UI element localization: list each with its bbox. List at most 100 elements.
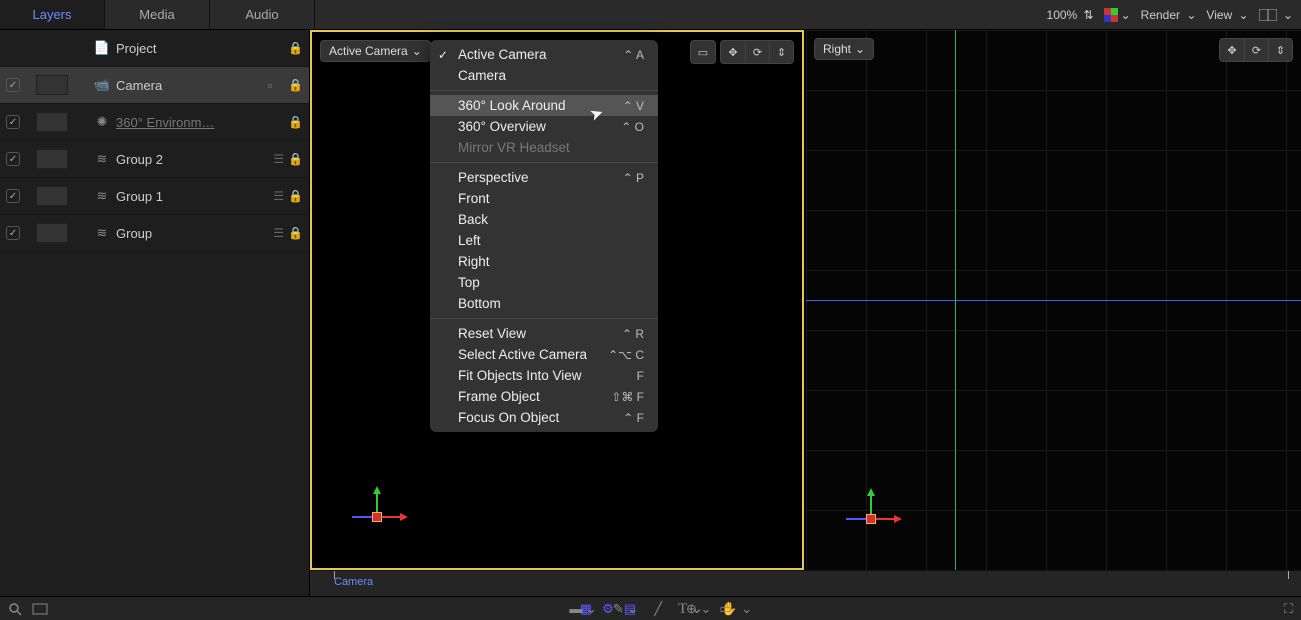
zoom-level[interactable]: 100% ⇅ [1047, 8, 1094, 22]
menu-item[interactable]: Right [430, 251, 658, 272]
orbit-tool-icon[interactable]: ⟳ [745, 41, 769, 63]
viewport-right[interactable]: Right ⌄ ✥ ⟳ ⇕ [806, 30, 1301, 570]
menu-item[interactable]: Camera [430, 65, 658, 86]
color-channel-button[interactable]: ⌄ [1104, 8, 1131, 22]
menu-item[interactable]: Focus On Object⌃ F [430, 407, 658, 428]
camera-dropdown[interactable]: Active Camera ⌄ [320, 40, 431, 62]
layer-name: Group 2 [116, 152, 269, 167]
menu-separator [430, 318, 658, 319]
view-menu[interactable]: View ⌄ [1206, 8, 1248, 22]
menu-item-label: Front [458, 191, 490, 206]
pan-tool-icon[interactable]: ✥ [721, 41, 745, 63]
menu-separator [430, 90, 658, 91]
menu-item[interactable]: Select Active Camera⌃⌥ C [430, 344, 658, 365]
layer-badge-icon: ▫ [262, 78, 278, 93]
axis-gizmo [352, 488, 402, 538]
menu-item[interactable]: Left [430, 230, 658, 251]
menu-item-label: Top [458, 275, 480, 290]
right-view-dropdown[interactable]: Right ⌄ [814, 38, 874, 60]
menu-item[interactable]: Perspective⌃ P [430, 167, 658, 188]
chevron-down-icon: ⌄ [412, 44, 422, 58]
menu-shortcut: ⌃ O [621, 120, 644, 134]
menu-item-label: Fit Objects Into View [458, 368, 582, 383]
lock-icon[interactable]: 🔒 [288, 41, 303, 55]
cam-icon: 📹 [94, 77, 110, 93]
lock-icon[interactable]: 🔒 [288, 226, 303, 240]
layer-row[interactable]: ✓ 📹 Camera▫ 🔒 [0, 67, 309, 104]
lock-icon[interactable]: 🔒 [288, 78, 303, 92]
rect-tool-icon[interactable]: ▬ ⌄ [569, 599, 597, 618]
menu-item[interactable]: Back [430, 209, 658, 230]
layer-visibility-checkbox[interactable]: ✓ [6, 152, 20, 166]
menu-item[interactable]: 360° Overview⌃ O [430, 116, 658, 137]
frame-icon[interactable] [32, 603, 48, 615]
menu-item[interactable]: ✓Active Camera⌃ A [430, 44, 658, 65]
chevron-down-icon: ⌄ [1235, 8, 1248, 22]
blend-icon[interactable]: ☰ [273, 189, 284, 203]
camera-tool-icon[interactable]: ▭ [691, 41, 715, 63]
chevron-down-icon: ⌄ [1121, 8, 1131, 22]
mini-timeline[interactable]: Camera [310, 570, 1301, 596]
chevron-down-icon: ⌄ [1183, 8, 1196, 22]
layer-row[interactable]: 📄Project🔒 [0, 30, 309, 67]
orbit-tool-icon[interactable]: ⟳ [1244, 39, 1268, 61]
search-icon[interactable] [8, 602, 22, 616]
menu-shortcut: ⌃ R [622, 327, 644, 341]
menu-item-label: Perspective [458, 170, 529, 185]
layout-icon [1259, 9, 1277, 21]
blend-icon[interactable]: ☰ [273, 226, 284, 240]
layout-button[interactable]: ⌄ [1259, 8, 1293, 22]
panel-tabs: Layers Media Audio [0, 0, 315, 29]
menu-item[interactable]: 360° Look Around⌃ V [430, 95, 658, 116]
menu-item-label: Right [458, 254, 490, 269]
layer-visibility-checkbox[interactable]: ✓ [6, 226, 20, 240]
layer-visibility-checkbox[interactable]: ✓ [6, 189, 20, 203]
grp-icon: ≋ [94, 225, 110, 241]
pen-tool-icon[interactable]: ✎ ⌄ [613, 599, 638, 618]
horizon-axis [806, 300, 1301, 301]
bottom-toolbar: ▦ ⚙ ▤ ⊕ ⌄ ✋ ⌄ ▬ ⌄ ✎ ⌄ ╱ T ⌄ ▭ ⛶ [0, 596, 1301, 620]
layer-visibility-checkbox[interactable]: ✓ [6, 78, 20, 92]
viewport-left[interactable]: Active Camera ⌄ ▭ ✥ ⟳ ⇕ ✓Active Camera⌃ … [310, 30, 804, 570]
top-bar: Layers Media Audio 100% ⇅ ⌄ Render ⌄ Vie… [0, 0, 1301, 30]
line-tool-icon[interactable]: ╱ [654, 599, 662, 618]
stepper-icon: ⇅ [1080, 8, 1093, 22]
menu-item[interactable]: Frame Object⇧⌘ F [430, 386, 658, 407]
menu-item[interactable]: Reset View⌃ R [430, 323, 658, 344]
layer-row[interactable]: ✓≋Group☰🔒 [0, 215, 309, 252]
layers-panel: 📄Project🔒✓📹Camera▫🔒✓✺360° Environm…🔒✓≋Gr… [0, 30, 310, 596]
dolly-tool-icon[interactable]: ⇕ [769, 41, 793, 63]
menu-item-label: Select Active Camera [458, 347, 587, 362]
layer-name: Project [116, 41, 284, 56]
blend-icon[interactable]: ☰ [273, 152, 284, 166]
zoom-label: 100% [1047, 8, 1078, 22]
tab-audio[interactable]: Audio [210, 0, 315, 29]
timeline-label: Camera [334, 576, 373, 588]
lock-icon[interactable]: 🔒 [288, 115, 303, 129]
lock-icon[interactable]: 🔒 [288, 152, 303, 166]
lock-icon[interactable]: 🔒 [288, 189, 303, 203]
layer-name: Camera [116, 78, 262, 93]
layer-name: Group 1 [116, 189, 269, 204]
render-menu[interactable]: Render ⌄ [1141, 8, 1197, 22]
view-tool-group: ✥ ⟳ ⇕ [720, 40, 794, 64]
layer-row[interactable]: ✓≋Group 2☰🔒 [0, 141, 309, 178]
tab-media[interactable]: Media [105, 0, 210, 29]
menu-item-label: Active Camera [458, 47, 547, 62]
menu-item-label: Left [458, 233, 481, 248]
tab-layers[interactable]: Layers [0, 0, 105, 29]
dolly-tool-icon[interactable]: ⇕ [1268, 39, 1292, 61]
fullscreen-icon[interactable]: ⛶ [1284, 601, 1293, 617]
menu-shortcut: ⌃ F [623, 411, 644, 425]
text-tool-icon[interactable]: T ⌄ [678, 599, 703, 618]
menu-item[interactable]: Fit Objects Into ViewF [430, 365, 658, 386]
menu-item[interactable]: Top [430, 272, 658, 293]
layer-row[interactable]: ✓✺360° Environm…🔒 [0, 104, 309, 141]
shape-tool-icon[interactable]: ▭ [719, 599, 731, 618]
chevron-down-icon: ⌄ [1280, 8, 1293, 22]
layer-visibility-checkbox[interactable]: ✓ [6, 115, 20, 129]
menu-item[interactable]: Bottom [430, 293, 658, 314]
layer-row[interactable]: ✓≋Group 1☰🔒 [0, 178, 309, 215]
pan-tool-icon[interactable]: ✥ [1220, 39, 1244, 61]
menu-item[interactable]: Front [430, 188, 658, 209]
